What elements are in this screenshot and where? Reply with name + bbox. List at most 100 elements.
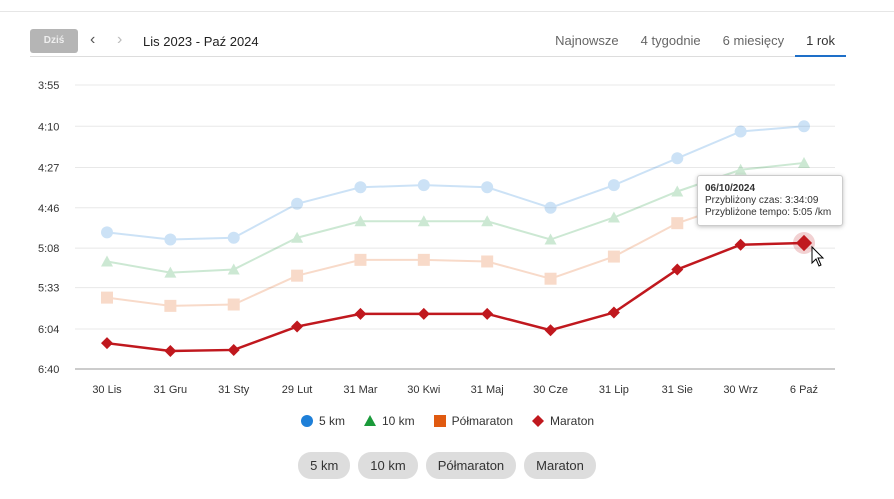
data-point[interactable] [227, 343, 240, 356]
data-point[interactable] [607, 306, 620, 319]
legend-marker[interactable] [532, 415, 545, 427]
data-point[interactable] [227, 298, 240, 311]
data-point[interactable] [544, 201, 557, 214]
data-point[interactable] [291, 231, 304, 243]
data-point[interactable] [101, 255, 113, 267]
square-icon [433, 415, 446, 427]
chevron-right-icon[interactable]: › [117, 31, 123, 48]
marathon-button[interactable]: Maraton [524, 452, 596, 479]
x-tick-label: 30 Cze [533, 384, 568, 396]
tab-6-months[interactable]: 6 miesięcy [722, 33, 785, 48]
series-line [106, 194, 805, 307]
data-point[interactable] [354, 253, 367, 266]
x-tick-label: 30 Kwi [407, 384, 440, 396]
series-line [106, 241, 805, 353]
data-point[interactable] [101, 226, 113, 239]
data-point[interactable] [671, 217, 684, 230]
data-point[interactable] [417, 253, 430, 266]
data-point[interactable] [671, 263, 684, 276]
x-tick-label: 31 Gru [154, 384, 188, 396]
y-tick-label: 5:08 [38, 243, 59, 255]
legend-item[interactable]: 5 km [300, 414, 345, 428]
legend-item[interactable]: Półmaraton [433, 414, 513, 428]
data-point[interactable] [164, 299, 177, 312]
series-buttons: 5 km 10 km Półmaraton Maraton [0, 452, 894, 479]
data-point[interactable] [417, 307, 430, 320]
tab-latest[interactable]: Najnowsze [555, 33, 619, 48]
data-point[interactable] [544, 324, 557, 337]
legend-marker[interactable] [433, 415, 446, 427]
data-point[interactable] [671, 152, 684, 165]
tab-4-weeks[interactable]: 4 tygodnie [640, 33, 701, 48]
x-tick-label: 31 Lip [599, 384, 629, 396]
series-Maraton [101, 232, 815, 358]
toolbar: Dziś ‹ › Lis 2023 - Paź 2024 Najnowsze 4… [30, 29, 846, 57]
tooltip-pace: Przybliżone tempo: 5:05 /km [705, 207, 832, 218]
10km-button[interactable]: 10 km [358, 452, 418, 479]
data-point[interactable] [544, 233, 557, 245]
data-point[interactable] [734, 163, 747, 175]
x-tick-label: 6 Paź [790, 384, 818, 396]
data-point[interactable] [798, 156, 810, 168]
data-point[interactable] [291, 269, 304, 282]
data-point[interactable] [481, 255, 494, 268]
data-point[interactable] [795, 234, 813, 252]
tooltip: 06/10/2024 Przybliżony czas: 3:34:09 Prz… [697, 175, 843, 226]
y-tick-label: 4:27 [38, 163, 59, 175]
legend-label: 5 km [318, 414, 345, 428]
data-point[interactable] [798, 120, 810, 133]
legend-item[interactable]: Maraton [531, 414, 594, 428]
x-tick-label: 31 Mar [343, 384, 378, 396]
data-point[interactable] [607, 250, 620, 263]
data-point[interactable] [101, 337, 113, 350]
data-point[interactable] [734, 238, 747, 251]
data-point[interactable] [607, 211, 620, 223]
x-tick-label: 29 Lut [282, 384, 313, 396]
data-point[interactable] [164, 266, 177, 278]
x-tick-label: 30 Wrz [723, 384, 758, 396]
series-line [106, 125, 805, 241]
data-point[interactable] [481, 307, 494, 320]
data-point[interactable] [101, 291, 113, 304]
data-point[interactable] [544, 272, 557, 285]
data-point[interactable] [481, 181, 494, 194]
legend-label: Półmaraton [451, 414, 514, 428]
tab-1-year[interactable]: 1 rok [795, 29, 846, 57]
data-point[interactable] [354, 181, 367, 194]
legend: 5 km 10 km Półmaraton Maraton [0, 414, 894, 428]
data-point[interactable] [354, 215, 367, 227]
data-point[interactable] [291, 197, 304, 210]
data-point[interactable] [417, 215, 430, 227]
data-point[interactable] [164, 233, 177, 246]
data-point[interactable] [164, 345, 177, 358]
data-point[interactable] [227, 231, 240, 244]
legend-marker[interactable] [363, 415, 376, 426]
data-point[interactable] [481, 215, 494, 227]
top-divider [0, 11, 894, 12]
x-tick-label: 31 Sty [218, 384, 250, 396]
data-point[interactable] [671, 185, 684, 197]
data-point[interactable] [607, 179, 620, 192]
x-tick-label: 30 Lis [92, 384, 122, 396]
legend-label: 10 km [381, 414, 415, 428]
y-tick-label: 4:10 [38, 121, 59, 133]
today-button[interactable]: Dziś [30, 29, 78, 53]
data-point[interactable] [291, 320, 304, 333]
data-point[interactable] [417, 179, 430, 192]
series-10-km [101, 156, 810, 278]
circle-icon [300, 415, 313, 427]
data-point[interactable] [227, 263, 240, 275]
triangle-icon [363, 415, 376, 426]
data-point[interactable] [354, 307, 367, 320]
tooltip-time: Przybliżony czas: 3:34:09 [705, 195, 819, 206]
5km-button[interactable]: 5 km [298, 452, 351, 479]
chevron-left-icon[interactable]: ‹ [90, 31, 96, 48]
data-point[interactable] [734, 125, 747, 138]
legend-marker[interactable] [300, 415, 313, 427]
half-marathon-button[interactable]: Półmaraton [425, 452, 517, 479]
y-tick-label: 6:04 [38, 324, 59, 336]
cursor-icon [811, 245, 825, 267]
diamond-icon [532, 415, 545, 427]
legend-item[interactable]: 10 km [363, 414, 415, 428]
